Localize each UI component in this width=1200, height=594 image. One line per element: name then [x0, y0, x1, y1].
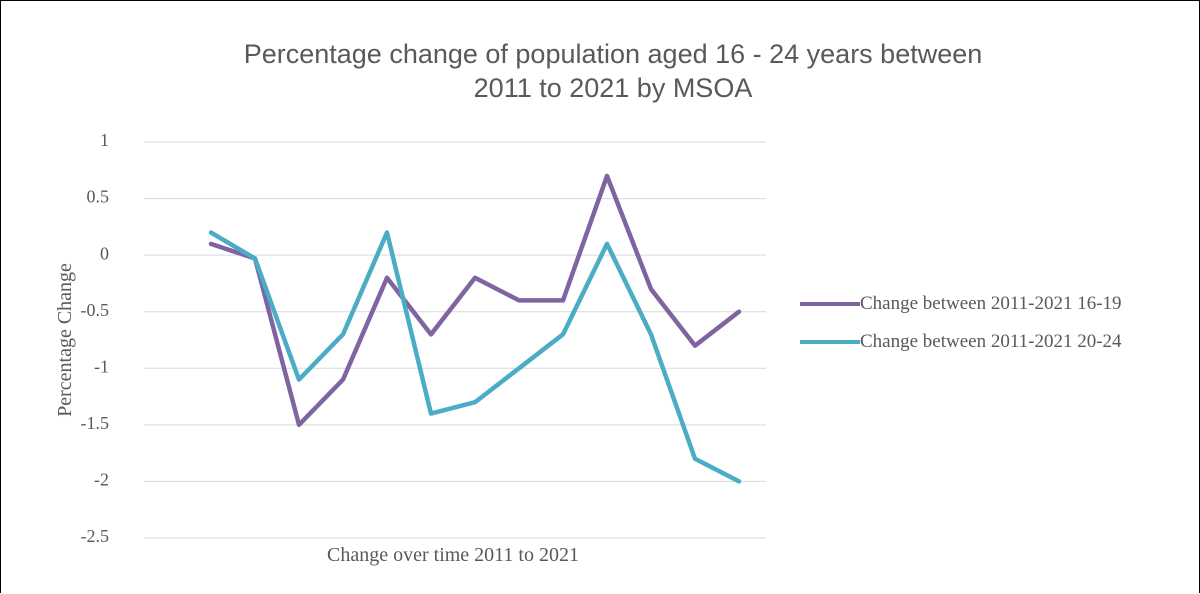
y-tick-label: 0.5: [87, 187, 110, 207]
legend-item: Change between 2011-2021 20-24: [776, 329, 1122, 354]
legend-label: Change between 2011-2021 16-19: [860, 293, 1122, 314]
x-axis-title: Change over time 2011 to 2021: [327, 544, 579, 566]
y-tick-label: -0.5: [81, 300, 110, 320]
chart-title: Percentage change of population aged 16 …: [244, 39, 983, 103]
legend-item: Change between 2011-2021 16-19: [776, 291, 1122, 316]
legend-swatch: [800, 302, 860, 306]
legend-swatch: [800, 340, 860, 344]
y-tick-label: -2.5: [81, 526, 110, 546]
data-line: [208, 173, 742, 428]
y-tick-label: -2: [94, 470, 109, 490]
y-tick-label: -1: [94, 356, 109, 376]
legend: Change between 2011-2021 16-19 Change bet…: [776, 291, 1196, 367]
y-tick-label: 0: [100, 243, 109, 263]
legend-label: Change between 2011-2021 20-24: [860, 331, 1122, 352]
y-axis-title: Percentage Change: [54, 263, 76, 417]
y-tick-label: 1: [100, 130, 109, 150]
y-tick-label: -1.5: [81, 413, 110, 433]
data-line: [208, 230, 742, 484]
